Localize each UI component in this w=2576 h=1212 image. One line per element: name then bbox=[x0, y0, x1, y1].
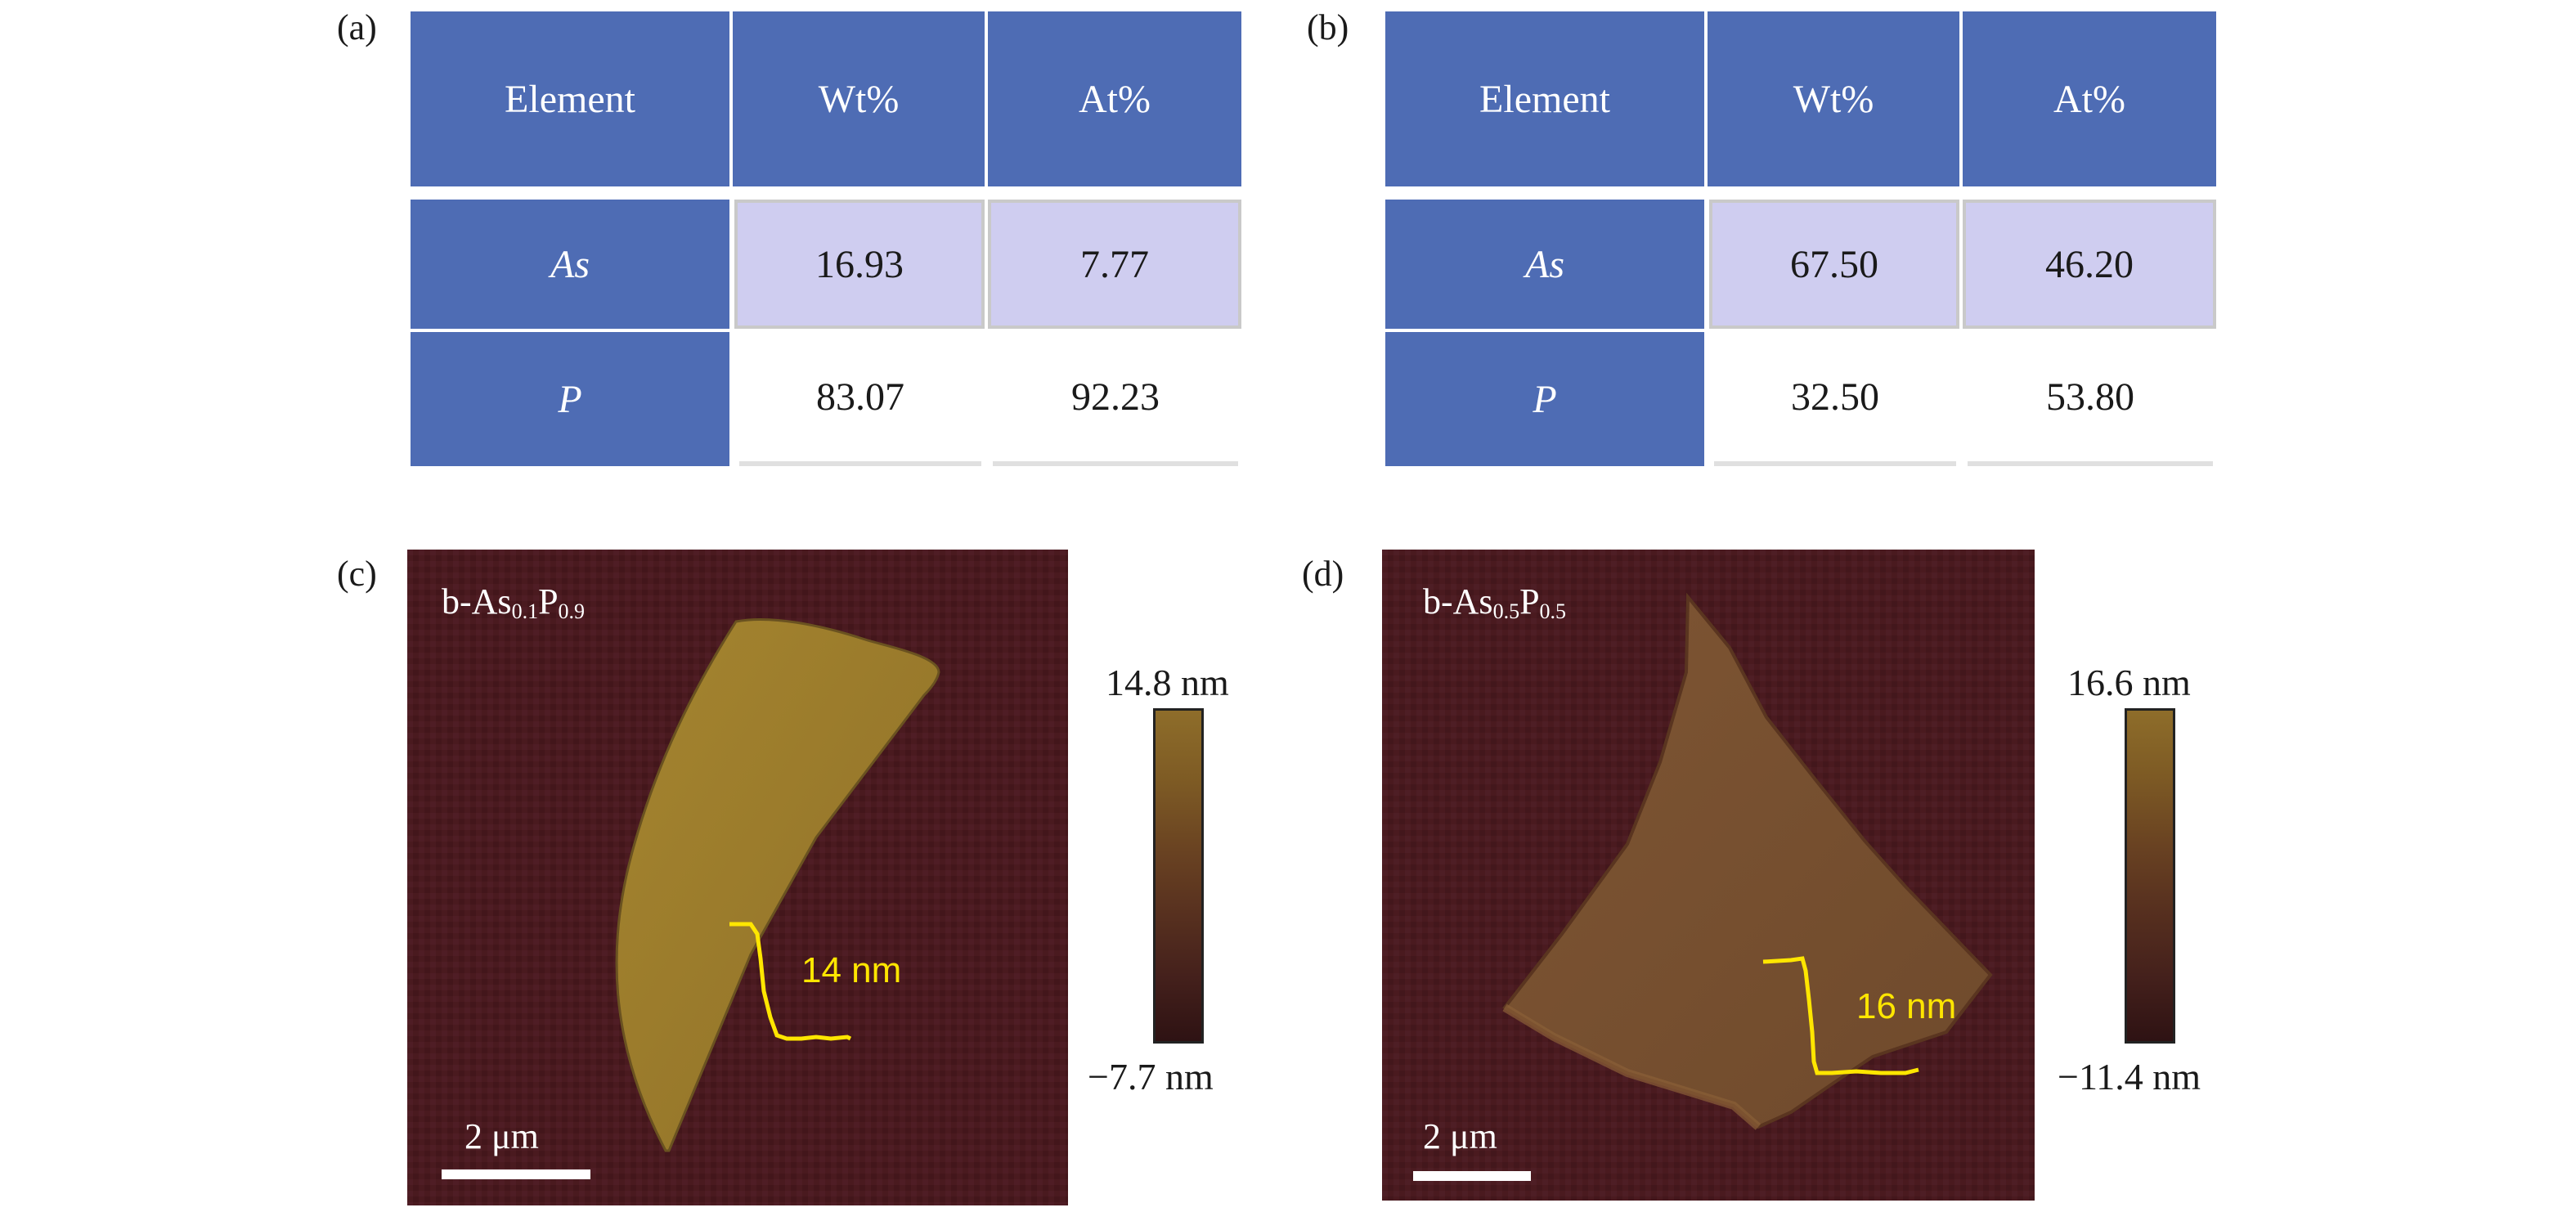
colorbar-max-d: 16.6 nm bbox=[2067, 662, 2191, 703]
table-header-wt: Wt% bbox=[733, 11, 985, 186]
flake-c bbox=[615, 617, 940, 1152]
colorbar-d bbox=[2125, 708, 2175, 1044]
sample-title-c: b-As0.1P0.9 bbox=[442, 581, 586, 623]
step-height-label-d: 16 nm bbox=[1856, 986, 1957, 1026]
table-header-element: Element bbox=[1385, 11, 1704, 186]
height-profile-d bbox=[1762, 956, 1919, 1075]
table-cell-wt-as: 67.50 bbox=[1709, 200, 1959, 329]
colorbar-max-c: 14.8 nm bbox=[1106, 662, 1229, 703]
table-cell-at-as: 46.20 bbox=[1963, 200, 2216, 329]
scale-bar-d bbox=[1413, 1171, 1531, 1181]
afm-image-d bbox=[1382, 550, 2035, 1201]
panel-label-a: (a) bbox=[337, 7, 377, 47]
flake-d-edge bbox=[1502, 1003, 1761, 1130]
colorbar-min-d: −11.4 nm bbox=[2058, 1056, 2201, 1098]
scale-bar-c bbox=[442, 1169, 590, 1179]
table-header-at: At% bbox=[988, 11, 1241, 186]
table-header-element: Element bbox=[411, 11, 729, 186]
flake-d bbox=[1502, 592, 1993, 1129]
table-cell-wt-p: 32.50 bbox=[1714, 332, 1956, 466]
table-cell-wt-p: 83.07 bbox=[739, 332, 981, 466]
table-row-element-as: As bbox=[1385, 200, 1704, 329]
afm-image-c bbox=[407, 550, 1068, 1205]
table-cell-at-p: 53.80 bbox=[1968, 332, 2213, 466]
table-cell-wt-as: 16.93 bbox=[734, 200, 985, 329]
panel-label-d: (d) bbox=[1302, 554, 1344, 594]
table-cell-at-p: 92.23 bbox=[993, 332, 1238, 466]
panel-label-b: (b) bbox=[1307, 7, 1349, 47]
colorbar-c bbox=[1153, 708, 1204, 1044]
table-row-element-as: As bbox=[411, 200, 729, 329]
panel-label-c: (c) bbox=[337, 554, 377, 594]
step-height-label-c: 14 nm bbox=[801, 950, 902, 990]
height-profile-c bbox=[729, 922, 852, 1041]
table-header-wt: Wt% bbox=[1708, 11, 1959, 186]
table-row-element-p: P bbox=[1385, 332, 1704, 466]
sample-title-d: b-As0.5P0.5 bbox=[1423, 581, 1567, 623]
scale-bar-label-c: 2 μm bbox=[464, 1116, 539, 1156]
table-cell-at-as: 7.77 bbox=[988, 200, 1241, 329]
table-row-element-p: P bbox=[411, 332, 729, 466]
table-header-at: At% bbox=[1963, 11, 2216, 186]
colorbar-min-c: −7.7 nm bbox=[1088, 1056, 1214, 1098]
scale-bar-label-d: 2 μm bbox=[1423, 1116, 1497, 1156]
